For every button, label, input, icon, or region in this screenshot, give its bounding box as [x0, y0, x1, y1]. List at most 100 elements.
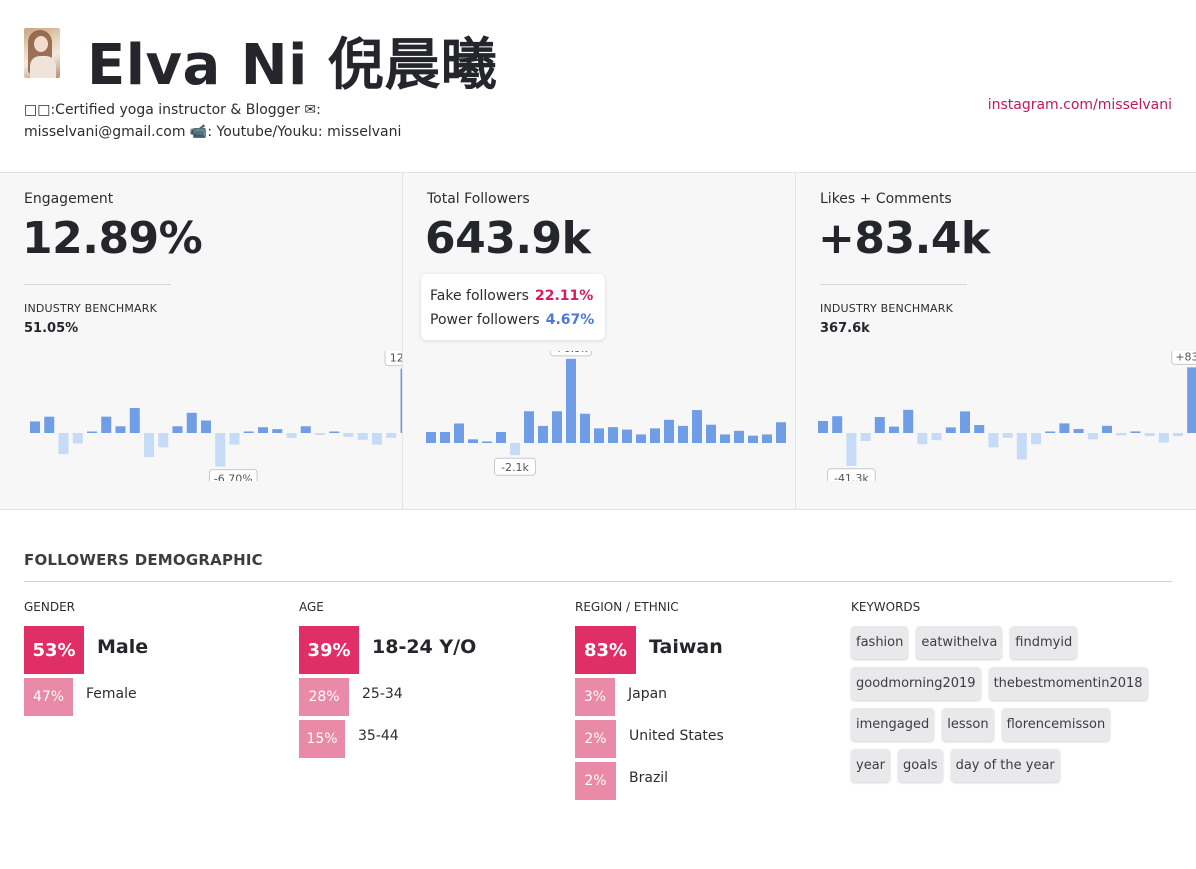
divider: [24, 581, 1172, 582]
fake-followers-row: Fake followers 22.11%: [430, 284, 596, 308]
instagram-link[interactable]: instagram.com/misselvani: [987, 97, 1172, 113]
keyword-chip[interactable]: fashion: [851, 626, 909, 659]
keywords-title: KEYWORDS: [851, 600, 921, 614]
keyword-chip[interactable]: goals: [898, 749, 943, 782]
chart-bar: [343, 433, 354, 437]
chart-bar: [243, 431, 254, 433]
chart-bar: [622, 429, 632, 443]
chart-bar: [315, 433, 325, 435]
chart-bar: [552, 411, 562, 443]
keyword-chip[interactable]: lesson: [942, 708, 994, 741]
fake-followers-value: 22.11%: [534, 288, 594, 304]
chart-bar: [678, 425, 688, 443]
keyword-chip[interactable]: imengaged: [851, 708, 935, 741]
profile-header: Elva Ni 倪晨曦 □□:Certified yoga instructor…: [0, 0, 1196, 172]
chart-bar: [524, 411, 534, 443]
region-pct: 2%: [575, 720, 616, 758]
chart-bar: [158, 433, 169, 448]
chart-bar: [860, 433, 871, 441]
keyword-chip[interactable]: year: [851, 749, 891, 782]
keyword-chip[interactable]: findmyid: [1010, 626, 1078, 659]
gender-column: GENDER 53% Male 47% Female: [24, 600, 148, 720]
gender-row: 47% Female: [24, 678, 148, 716]
region-label: Brazil: [629, 770, 669, 786]
chart-bar: [1073, 429, 1084, 433]
likes-bar-chart: +83.4 -41.3k: [818, 351, 1196, 481]
chart-bar: [300, 426, 311, 433]
chart-bar: [272, 429, 283, 433]
chart-bar: [510, 443, 520, 456]
chart-bar: [426, 432, 436, 443]
engagement-card: Engagement 12.89% INDUSTRY BENCHMARK 51.…: [0, 173, 402, 509]
svg-text:+6.9k: +6.9k: [554, 351, 588, 355]
likes-value: +83.4k: [818, 213, 990, 264]
chart-bar: [538, 425, 548, 443]
chart-bar: [386, 433, 397, 438]
gender-title: GENDER: [24, 600, 76, 614]
chart-bar: [101, 416, 112, 433]
engagement-chart: 12.89 -6.70%: [0, 351, 402, 481]
region-title: REGION / ETHNIC: [575, 600, 679, 614]
age-pct: 15%: [299, 720, 345, 758]
svg-text:+83.4: +83.4: [1175, 351, 1196, 363]
followers-chart: +6.9k -2.1k: [403, 351, 796, 481]
chart-bar: [58, 433, 69, 455]
chart-min-label: -6.70%: [208, 469, 258, 481]
chart-bar: [329, 431, 340, 433]
keyword-chip[interactable]: thebestmomentin2018: [988, 667, 1148, 700]
chart-min-label: -41.3k: [827, 468, 876, 481]
keyword-chip[interactable]: goodmorning2019: [851, 667, 981, 700]
power-followers-label: Power followers: [430, 312, 540, 328]
keyword-chip[interactable]: day of the year: [950, 749, 1060, 782]
chart-bar: [72, 433, 83, 444]
keyword-chip[interactable]: eatwithelva: [916, 626, 1003, 659]
chart-bar: [580, 413, 590, 443]
chart-bar: [1059, 423, 1070, 433]
chart-bar: [1116, 433, 1127, 436]
power-followers-row: Power followers 4.67%: [430, 308, 596, 332]
profile-bio: □□:Certified yoga instructor & Blogger ✉…: [24, 99, 444, 143]
chart-bar: [129, 408, 140, 433]
benchmark-value: 367.6k: [820, 321, 870, 336]
chart-bar: [762, 434, 772, 443]
svg-text:12.89: 12.89: [390, 352, 402, 365]
gender-row: 53% Male: [24, 626, 148, 674]
chart-bar: [594, 428, 604, 443]
chart-bar: [1016, 433, 1027, 460]
gender-label: Female: [86, 686, 137, 702]
fake-followers-label: Fake followers: [430, 288, 529, 304]
chart-bar: [846, 433, 857, 466]
age-label: 25-34: [362, 686, 403, 702]
region-row: 83% Taiwan: [575, 626, 724, 674]
age-title: AGE: [299, 600, 324, 614]
age-pct: 39%: [299, 626, 359, 674]
chart-bar: [468, 439, 478, 443]
avatar[interactable]: [24, 28, 60, 78]
followers-card: Total Followers 643.9k Fake followers 22.…: [402, 173, 795, 509]
keyword-chip[interactable]: florencemisson: [1001, 708, 1111, 741]
chart-bar: [44, 416, 55, 433]
age-row: 28% 25-34: [299, 678, 476, 716]
chart-bar: [1045, 431, 1056, 433]
chart-bar: [115, 426, 126, 433]
gender-pct: 47%: [24, 678, 73, 716]
svg-text:-2.1k: -2.1k: [501, 461, 529, 474]
chart-bar: [215, 433, 226, 467]
profile-name: Elva Ni 倪晨曦: [87, 33, 498, 98]
chart-bar: [258, 427, 268, 433]
chart-bar: [454, 423, 464, 443]
chart-bar: [1002, 433, 1013, 438]
chart-bar: [372, 433, 382, 445]
chart-bar: [1144, 433, 1155, 437]
chart-bar: [1087, 433, 1098, 440]
chart-bar: [87, 431, 97, 433]
engagement-bar-chart: 12.89 -6.70%: [30, 351, 402, 481]
followers-bar-chart: +6.9k -2.1k: [426, 351, 786, 476]
engagement-value: 12.89%: [22, 213, 203, 264]
age-row: 15% 35-44: [299, 720, 476, 758]
chart-bar: [201, 420, 211, 433]
likes-card: Likes + Comments +83.4k INDUSTRY BENCHMA…: [795, 173, 1196, 509]
chart-bar: [734, 430, 744, 443]
chart-bar: [1102, 425, 1112, 433]
gender-label: Male: [97, 636, 149, 658]
